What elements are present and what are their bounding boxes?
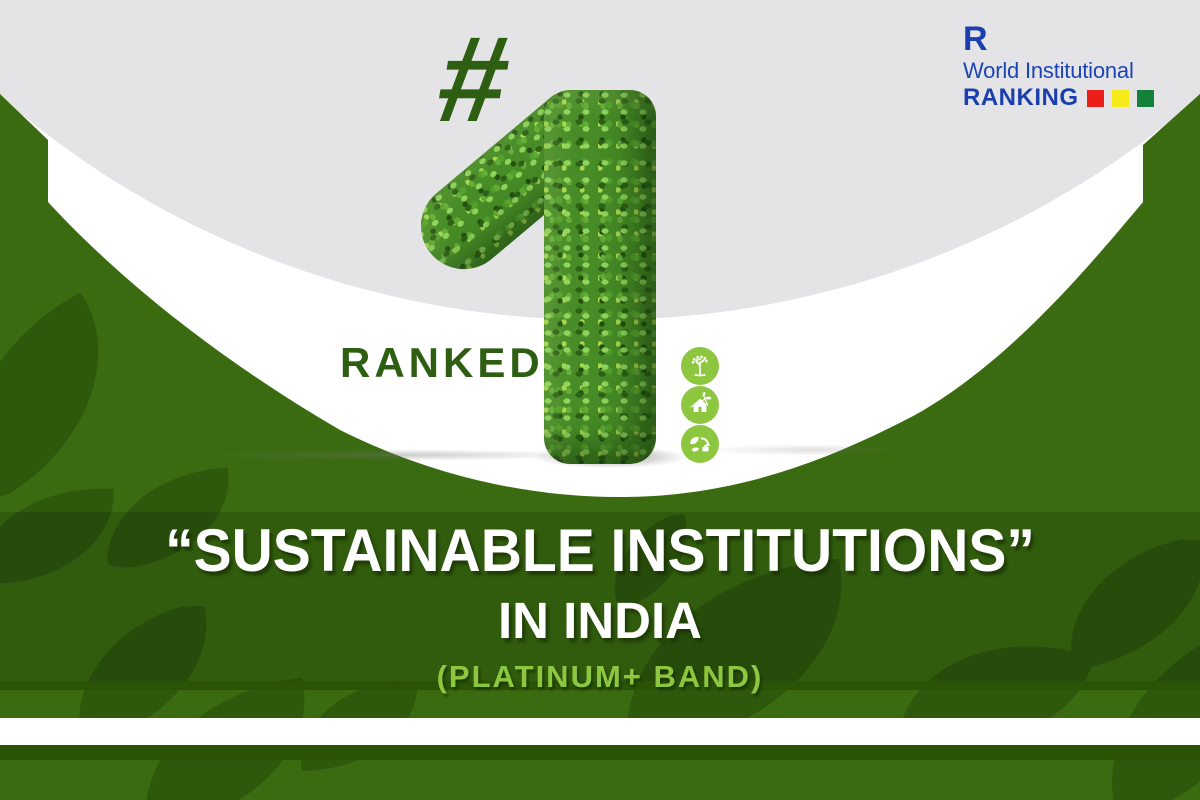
divider-stripe-white	[0, 718, 1200, 745]
logo-flag-yellow-square	[1111, 89, 1129, 107]
banner-tier-line: (PLATINUM+ BAND)	[436, 659, 764, 694]
logo-ranking-line: RANKING	[963, 84, 1079, 111]
eco-icon-column	[681, 347, 719, 463]
logo-name-line: World Institutional	[963, 58, 1134, 83]
logo-flag-green-square	[1136, 89, 1154, 107]
banner-title: “SUSTAINABLE INSTITUTIONS”	[165, 517, 1035, 584]
topiary-shadow-right	[660, 442, 960, 458]
tree-icon	[681, 347, 719, 385]
logo-flag-red-square	[1086, 89, 1104, 107]
divider-stripe-dark-bottom	[0, 745, 1200, 760]
banner-subtitle: IN INDIA	[498, 592, 702, 649]
ranked-label: RANKED	[340, 339, 544, 386]
logo-r-initial: R	[963, 20, 988, 58]
divider-stripe-dark-top	[0, 681, 1200, 690]
title-band	[0, 512, 1200, 681]
world-institutional-ranking-logo: R World Institutional RANKING	[963, 22, 1154, 110]
banner-text-block: “SUSTAINABLE INSTITUTIONS” IN INDIA (PLA…	[0, 517, 1200, 694]
eco-house-icon	[681, 386, 719, 424]
recycle-icon	[681, 425, 719, 463]
green-ground	[0, 94, 1200, 800]
topiary-one-stem	[544, 90, 656, 464]
